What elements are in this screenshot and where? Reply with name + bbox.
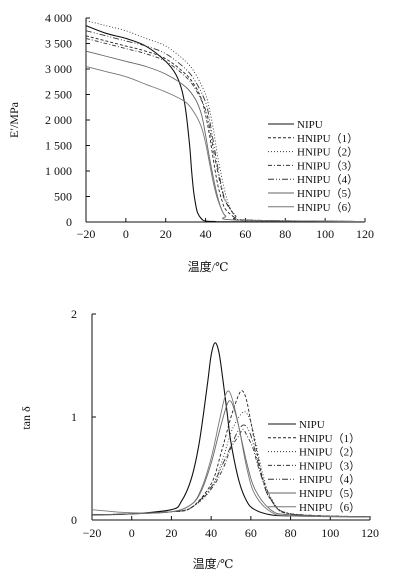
y-tick-label: 1 500 xyxy=(45,139,72,153)
legend-label: HNIPU（6） xyxy=(299,501,360,514)
legend-label: HNIPU（6） xyxy=(297,201,358,214)
series-line-4 xyxy=(91,428,371,518)
y-tick-label: 1 xyxy=(71,410,77,424)
legend-label: HNIPU（1） xyxy=(299,432,360,445)
x-tick-label: 60 xyxy=(245,526,257,540)
y-tick-label: 1 000 xyxy=(45,164,72,178)
y-axis-label: tan δ xyxy=(19,406,33,430)
x-tick-label: 20 xyxy=(165,526,177,540)
legend-label: NIPU xyxy=(297,119,323,131)
legend-label: HNIPU（2） xyxy=(297,146,358,159)
storage-modulus-chart: −20 0 20 40 60 80 100 120 0 500 1 000 1 500 2 000 2 5… xyxy=(7,11,374,274)
x-tick-label: 100 xyxy=(321,526,339,540)
x-tick-label: 40 xyxy=(205,526,217,540)
x-tick-label: −20 xyxy=(77,227,96,241)
x-tick-label: 100 xyxy=(316,227,334,241)
x-tick-label: 80 xyxy=(285,526,297,540)
legend-label: HNIPU（4） xyxy=(299,473,360,486)
legend-label: HNIPU（1） xyxy=(297,132,358,145)
legend-label: NIPU xyxy=(299,419,325,431)
x-tick-label: 0 xyxy=(123,227,129,241)
series-line-2 xyxy=(85,35,366,222)
y-tick-label: 2 000 xyxy=(45,113,72,127)
series-line-7 xyxy=(85,66,366,222)
y-axis-label: E′/MPa xyxy=(7,101,21,138)
y-tick-label: 2 xyxy=(71,307,77,321)
x-axis-label: 温度/℃ xyxy=(188,259,229,274)
x-tick-label: 60 xyxy=(239,227,251,241)
x-tick-label: 20 xyxy=(160,227,172,241)
x-tick-label: 80 xyxy=(279,227,291,241)
y-tick-label: 2 500 xyxy=(45,88,72,102)
y-tick-label: 0 xyxy=(71,513,77,527)
legend-label: HNIPU（2） xyxy=(299,446,360,459)
legend-label: HNIPU（5） xyxy=(299,487,360,500)
legend-label: HNIPU（5） xyxy=(297,187,358,200)
x-tick-label: 0 xyxy=(129,526,135,540)
series-line-3 xyxy=(85,20,366,222)
series-line-1 xyxy=(91,342,371,518)
y-tick-label: 4 000 xyxy=(45,11,72,25)
y-tick-label: 500 xyxy=(54,190,72,204)
series-line-5 xyxy=(85,30,366,222)
x-tick-label: 40 xyxy=(200,227,212,241)
series-line-5 xyxy=(91,424,371,518)
y-tick-label: 3 500 xyxy=(45,37,72,51)
x-tick-label: 120 xyxy=(356,227,374,241)
legend-label: HNIPU（3） xyxy=(299,459,360,472)
x-tick-label: −20 xyxy=(83,526,102,540)
legend-label: HNIPU（4） xyxy=(297,173,358,186)
y-tick-label: 3 000 xyxy=(45,62,72,76)
x-axis-label: 温度/℃ xyxy=(193,556,234,571)
legend-label: HNIPU（3） xyxy=(297,159,358,172)
y-tick-label: 0 xyxy=(66,215,72,229)
x-tick-label: 120 xyxy=(361,526,379,540)
series-line-7 xyxy=(91,390,371,518)
